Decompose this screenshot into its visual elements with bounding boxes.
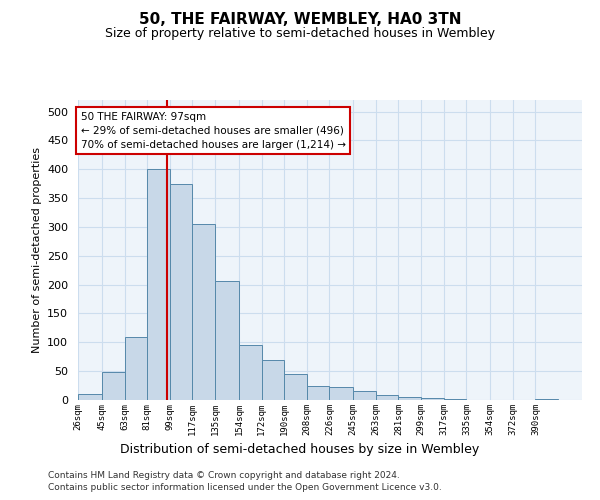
Bar <box>193 224 215 400</box>
Bar <box>78 394 102 400</box>
Text: 50, THE FAIRWAY, WEMBLEY, HA0 3TN: 50, THE FAIRWAY, WEMBLEY, HA0 3TN <box>139 12 461 28</box>
Y-axis label: Number of semi-detached properties: Number of semi-detached properties <box>32 147 41 353</box>
Bar <box>215 280 239 400</box>
Text: Distribution of semi-detached houses by size in Wembley: Distribution of semi-detached houses by … <box>121 442 479 456</box>
Bar <box>398 397 421 400</box>
Text: Contains public sector information licensed under the Open Government Licence v3: Contains public sector information licen… <box>48 484 442 492</box>
Bar <box>102 372 125 400</box>
Text: Contains HM Land Registry data © Crown copyright and database right 2024.: Contains HM Land Registry data © Crown c… <box>48 471 400 480</box>
Bar <box>307 386 329 400</box>
Bar <box>421 398 444 400</box>
Text: Size of property relative to semi-detached houses in Wembley: Size of property relative to semi-detach… <box>105 28 495 40</box>
Bar <box>535 399 558 400</box>
Bar <box>125 336 147 400</box>
Text: 50 THE FAIRWAY: 97sqm
← 29% of semi-detached houses are smaller (496)
70% of sem: 50 THE FAIRWAY: 97sqm ← 29% of semi-deta… <box>80 112 346 150</box>
Bar <box>376 395 398 400</box>
Bar <box>239 345 262 400</box>
Bar <box>147 169 170 400</box>
Bar <box>353 391 376 400</box>
Bar <box>170 184 193 400</box>
Bar <box>262 360 284 400</box>
Bar <box>329 386 353 400</box>
Bar <box>284 374 307 400</box>
